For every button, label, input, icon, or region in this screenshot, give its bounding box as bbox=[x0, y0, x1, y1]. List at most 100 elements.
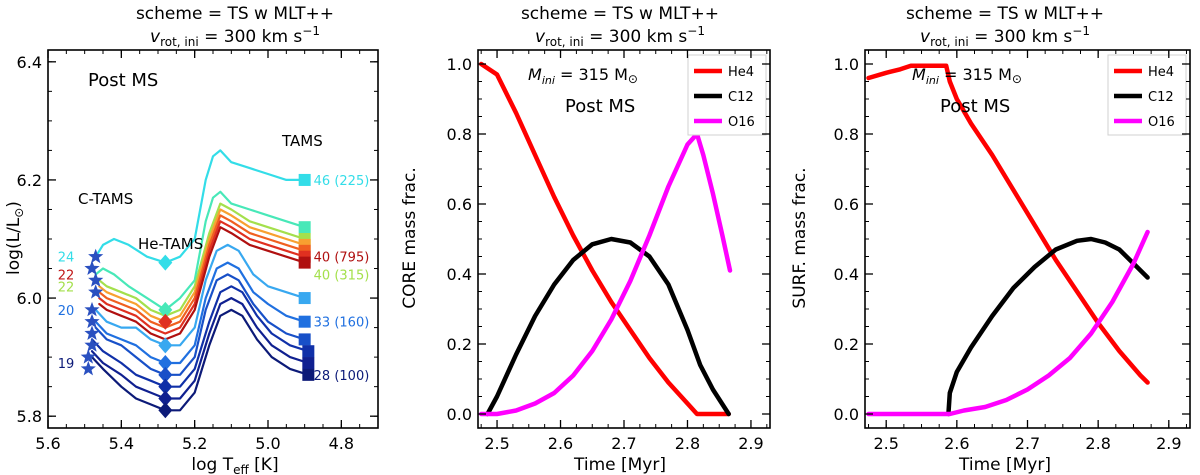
c-tams-star-marker bbox=[84, 337, 100, 352]
plot-area: He4 C12 O16 2.5 2.6 2.7 2.8 2.9 0.0 0.2 0.4 0.6 0.8 1… bbox=[447, 49, 771, 453]
c-tams-star-marker bbox=[80, 360, 96, 376]
panel-title-line2: vrot, ini = 300 km s−1 bbox=[535, 24, 705, 49]
y-axis-label: SURF. mass frac. bbox=[790, 167, 810, 308]
tams-square-marker bbox=[298, 221, 311, 234]
he-tams-diamond-marker bbox=[158, 402, 173, 419]
series-line-he4 bbox=[478, 61, 731, 417]
x-tick-label: 5.2 bbox=[182, 434, 207, 453]
y-tick-label: 0.0 bbox=[447, 405, 472, 424]
tams-square-marker bbox=[298, 173, 311, 186]
model-right-label: 40 (315) bbox=[314, 268, 370, 283]
series-line-3 bbox=[98, 208, 306, 323]
x-tick-label: 5.4 bbox=[109, 434, 134, 453]
mass-annotation: Mini = 315 M⊙ bbox=[912, 65, 1022, 87]
model-left-label: 24 bbox=[58, 251, 75, 266]
series-line-40-315- bbox=[98, 202, 306, 317]
x-tick-label: 2.9 bbox=[1156, 434, 1181, 453]
series-line-28-100- bbox=[90, 308, 310, 412]
tams-square-marker bbox=[298, 256, 311, 269]
he-tams-diamond-marker bbox=[158, 390, 173, 407]
panel-title-line2: vrot, ini = 300 km s−1 bbox=[150, 24, 320, 49]
tams-square-marker bbox=[298, 315, 311, 328]
legend-label: He4 bbox=[728, 65, 754, 80]
y-tick-label: 0.2 bbox=[447, 335, 472, 354]
series-line-11 bbox=[90, 297, 310, 400]
x-tick-label: 2.8 bbox=[675, 434, 700, 453]
c-tams-star-marker bbox=[84, 301, 100, 317]
series-line-33-160- bbox=[94, 261, 306, 365]
series-line-46-225- bbox=[94, 149, 306, 264]
model-left-label: 19 bbox=[58, 357, 75, 372]
x-tick-label: 2.6 bbox=[944, 434, 969, 453]
tams-square-marker bbox=[298, 292, 311, 305]
y-tick-label: 6.4 bbox=[17, 53, 42, 72]
x-tick-label: 2.7 bbox=[611, 434, 636, 453]
tams-square-marker bbox=[302, 368, 315, 381]
tams-annotation: TAMS bbox=[281, 132, 323, 150]
tams-square-marker bbox=[302, 357, 315, 370]
series-line-9 bbox=[94, 273, 306, 376]
x-tick-label: 2.8 bbox=[1085, 434, 1110, 453]
series-line-10 bbox=[90, 285, 310, 388]
he-tams-diamond-marker bbox=[158, 378, 173, 395]
x-tick-label: 2.7 bbox=[1015, 434, 1040, 453]
he-tams-diamond-marker bbox=[158, 254, 173, 271]
panel-title-line1: scheme = TS w MLT++ bbox=[521, 4, 719, 24]
model-left-label: 22 bbox=[58, 268, 75, 283]
he-tams-diamond-marker bbox=[158, 313, 173, 330]
y-tick-label: 6.0 bbox=[17, 289, 42, 308]
c-tams-annotation: C-TAMS bbox=[78, 190, 133, 208]
series-line-o16 bbox=[866, 229, 1150, 417]
he-tams-diamond-marker bbox=[158, 355, 173, 372]
x-tick-label: 5.0 bbox=[255, 434, 280, 453]
he-tams-diamond-marker bbox=[158, 301, 173, 318]
panel-title-line2: vrot, ini = 300 km s−1 bbox=[920, 24, 1090, 49]
series-line-1 bbox=[94, 190, 306, 311]
legend-label: C12 bbox=[1148, 90, 1174, 105]
legend-label: O16 bbox=[728, 115, 755, 130]
y-tick-label: 0.6 bbox=[834, 195, 859, 214]
y-tick-label: 0.4 bbox=[447, 265, 472, 284]
panel-title-line1: scheme = TS w MLT++ bbox=[906, 4, 1104, 24]
legend-label: O16 bbox=[1148, 115, 1175, 130]
core-abundance-panel: scheme = TS w MLT++ vrot, ini = 300 km s… bbox=[400, 4, 771, 475]
hr-diagram-panel: scheme = TS w MLT++ vrot, ini = 300 km s… bbox=[4, 4, 379, 475]
y-axis-label: log(L/L⊙) bbox=[4, 201, 26, 275]
c-tams-star-marker bbox=[88, 248, 104, 264]
series-line-40-795- bbox=[98, 226, 306, 341]
y-tick-label: 0.0 bbox=[834, 405, 859, 424]
x-axis-label: log Teff [K] bbox=[191, 455, 278, 475]
legend-label: He4 bbox=[1148, 65, 1174, 80]
model-right-label: 28 (100) bbox=[314, 369, 370, 384]
series-line-4 bbox=[98, 214, 306, 329]
model-right-label: 33 (160) bbox=[314, 316, 370, 331]
y-tick-label: 0.2 bbox=[834, 335, 859, 354]
x-tick-label: 2.5 bbox=[484, 434, 509, 453]
panel-title-line1: scheme = TS w MLT++ bbox=[136, 4, 334, 24]
plot-area: He4 C12 O16 2.5 2.6 2.7 2.8 2.9 0.0 0.2 0.4 0.6 0.8 1… bbox=[834, 49, 1191, 453]
model-left-label: 20 bbox=[58, 304, 75, 319]
series-line-o16 bbox=[478, 131, 733, 417]
y-tick-label: 0.8 bbox=[834, 125, 859, 144]
y-tick-label: 0.8 bbox=[447, 125, 472, 144]
post-ms-annotation: Post MS bbox=[565, 96, 635, 117]
x-axis-label: Time [Myr] bbox=[573, 455, 666, 475]
legend-label: C12 bbox=[728, 90, 754, 105]
tams-square-marker bbox=[298, 333, 311, 346]
x-tick-label: 4.8 bbox=[329, 434, 354, 453]
model-left-label: 22 bbox=[58, 280, 75, 295]
y-axis-label: CORE mass frac. bbox=[400, 167, 420, 308]
surface-abundance-panel: scheme = TS w MLT++ vrot, ini = 300 km s… bbox=[790, 4, 1191, 475]
series-line-he4 bbox=[866, 63, 1150, 385]
y-tick-label: 1.0 bbox=[834, 55, 859, 74]
x-tick-label: 2.6 bbox=[548, 434, 573, 453]
model-right-label: 46 (225) bbox=[314, 174, 370, 189]
c-tams-star-marker bbox=[84, 325, 100, 340]
c-tams-star-marker bbox=[88, 284, 104, 299]
x-tick-label: 2.9 bbox=[738, 434, 763, 453]
y-tick-label: 5.8 bbox=[17, 407, 42, 426]
y-tick-label: 0.4 bbox=[834, 265, 859, 284]
post-ms-annotation: Post MS bbox=[88, 70, 158, 91]
